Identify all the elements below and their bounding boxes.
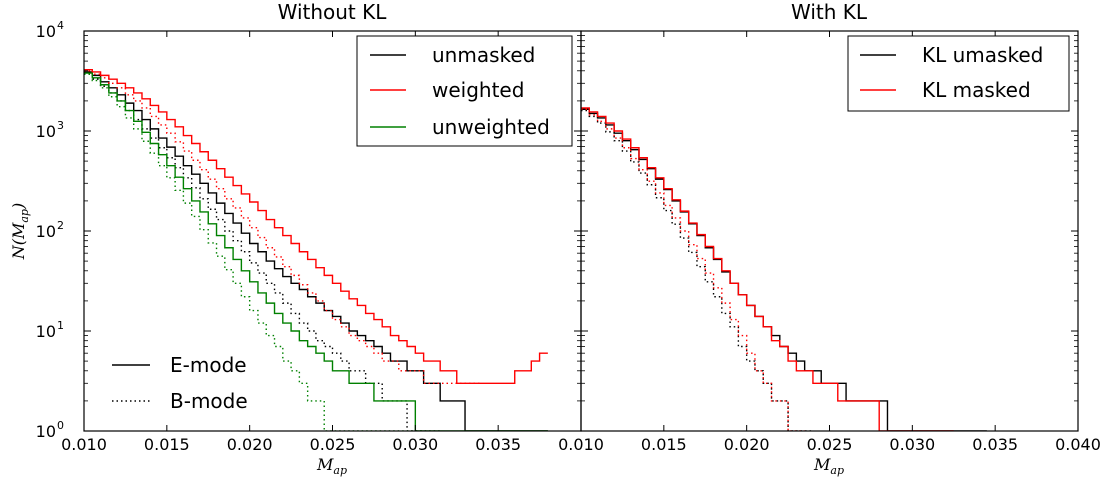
right-x-tick-label: 0.010: [558, 435, 604, 454]
right-x-tick-label: 0.015: [641, 435, 687, 454]
legend-label-unweighted: unweighted: [432, 115, 550, 139]
legend-label-kl-masked: KL masked: [922, 78, 1031, 102]
right-x-tick-label: 0.030: [889, 435, 935, 454]
left-series-weighted-b-mode: [84, 70, 482, 384]
y-tick-label-exponent: 3: [57, 119, 64, 132]
legend-label-kl-umasked: KL umasked: [922, 43, 1043, 67]
y-tick-label-exponent: 2: [57, 219, 64, 232]
left-x-tick-label: 0.025: [310, 435, 356, 454]
legend-label-weighted: weighted: [432, 78, 524, 102]
y-tick-label: 10: [36, 422, 56, 441]
left-x-axis-label: Map: [316, 455, 347, 477]
right-x-tick-label: 0.040: [1055, 435, 1101, 454]
left-x-tick-label: 0.020: [227, 435, 273, 454]
left-x-tick-label: 0.015: [144, 435, 190, 454]
right-series-group: [581, 107, 987, 431]
right-series-kl-masked-b-mode: [581, 108, 805, 431]
right-panel-title: With KL: [791, 0, 868, 24]
legend-label-b-mode: B-mode: [170, 389, 248, 413]
y-tick-label: 10: [36, 122, 56, 141]
left-x-tick-label: 0.010: [61, 435, 107, 454]
y-tick-label: 10: [36, 322, 56, 341]
mode-legend: E-mode B-mode: [112, 353, 248, 413]
y-tick-label-exponent: 1: [57, 319, 64, 332]
right-legend-frame: [847, 35, 1070, 112]
left-x-tick-label: 0.030: [392, 435, 438, 454]
left-series-unweighted-e-mode: [84, 72, 548, 431]
right-x-tick-label: 0.025: [807, 435, 853, 454]
right-series-kl-masked-e-mode: [581, 107, 954, 431]
right-x-tick-label: 0.020: [724, 435, 770, 454]
left-series-unmasked-b-mode: [84, 73, 441, 431]
left-legend: unmasked weighted unweighted: [356, 35, 573, 147]
right-x-tick-label: 0.035: [972, 435, 1018, 454]
right-series-kl-umasked-b-mode: [581, 109, 813, 431]
left-x-tick-label: 0.035: [475, 435, 521, 454]
right-legend: KL umasked KL masked: [847, 35, 1070, 112]
left-panel-title: Without KL: [278, 0, 388, 24]
y-tick-label-exponent: 4: [57, 19, 64, 32]
right-x-axis-label: Map: [813, 455, 844, 477]
legend-label-unmasked: unmasked: [432, 43, 535, 67]
y-axis-label: N(Map): [9, 203, 31, 260]
left-series-unmasked-e-mode: [84, 71, 548, 431]
legend-label-e-mode: E-mode: [170, 353, 247, 377]
y-tick-label: 10: [36, 22, 56, 41]
y-tick-label-exponent: 0: [57, 419, 64, 432]
left-series-weighted-e-mode: [84, 69, 548, 384]
left-series-group: [84, 69, 548, 431]
y-tick-label: 10: [36, 222, 56, 241]
